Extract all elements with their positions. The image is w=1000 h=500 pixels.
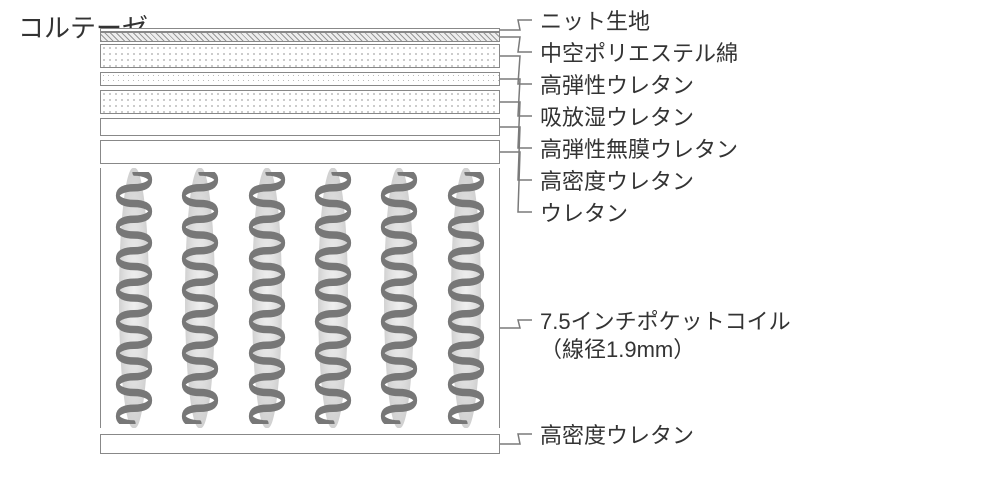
- label-l4: 吸放湿ウレタン: [540, 104, 694, 132]
- label-l5: 高弾性無膜ウレタン: [540, 136, 738, 164]
- label-l3-text: 高弾性ウレタン: [540, 72, 694, 100]
- coil-spring-icon: [112, 172, 156, 424]
- label-l3: 高弾性ウレタン: [540, 72, 694, 100]
- layer-labels: ニット生地中空ポリエステル綿高弾性ウレタン吸放湿ウレタン高弾性無膜ウレタン高密度…: [520, 0, 980, 500]
- layer-l7: [100, 140, 500, 164]
- label-l4-text: 吸放湿ウレタン: [540, 104, 694, 132]
- coil-spring-icon: [245, 172, 289, 424]
- label-l1-text: ニット生地: [540, 8, 650, 36]
- label-l2: 中空ポリエステル綿: [540, 40, 738, 68]
- mattress-cross-section: [100, 28, 500, 480]
- coil-area: [100, 168, 500, 428]
- layer-l2: [100, 32, 500, 42]
- coil-spring-icon: [311, 172, 355, 424]
- layer-l3: [100, 44, 500, 68]
- label-l2-text: 中空ポリエステル綿: [540, 40, 738, 68]
- coil-spring-icon: [377, 172, 421, 424]
- layer-l6: [100, 118, 500, 136]
- label-l7: ウレタン: [540, 200, 628, 228]
- coil-slot: [167, 168, 233, 428]
- label-l6-text: 高密度ウレタン: [540, 168, 694, 196]
- label-l6: 高密度ウレタン: [540, 168, 694, 196]
- coil-slot: [433, 168, 499, 428]
- label-l7-text: ウレタン: [540, 200, 628, 228]
- label-l5-text: 高弾性無膜ウレタン: [540, 136, 738, 164]
- layer-l5: [100, 90, 500, 114]
- label-coil-text: 7.5インチポケットコイル （線径1.9mm）: [540, 308, 791, 363]
- coil-slot: [300, 168, 366, 428]
- coil-slot: [366, 168, 432, 428]
- label-coil: 7.5インチポケットコイル （線径1.9mm）: [540, 308, 791, 363]
- label-bottom: 高密度ウレタン: [540, 422, 694, 450]
- layer-lb: [100, 434, 500, 454]
- coil-slot: [234, 168, 300, 428]
- coil-slot: [101, 168, 167, 428]
- layer-l4: [100, 72, 500, 86]
- coil-spring-icon: [444, 172, 488, 424]
- label-bottom-text: 高密度ウレタン: [540, 422, 694, 450]
- label-l1: ニット生地: [540, 8, 650, 36]
- coil-spring-icon: [178, 172, 222, 424]
